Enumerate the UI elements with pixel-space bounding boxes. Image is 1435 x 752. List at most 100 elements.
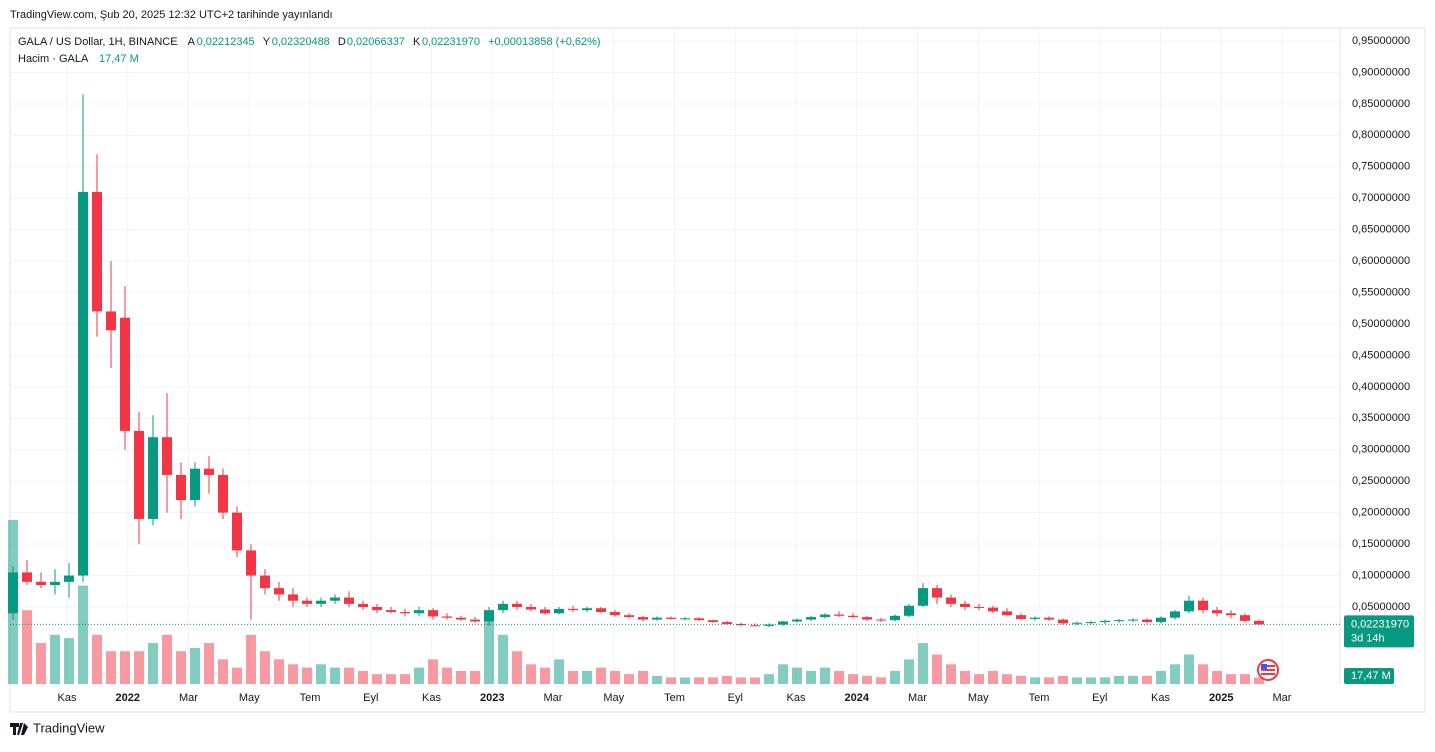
volume-bar [806,670,816,684]
candle-body [624,615,634,618]
volume-bar [1002,674,1012,684]
legend-key: K [413,36,421,48]
candle-body [106,311,116,331]
candle-body [92,191,102,312]
x-tick-label: Eyl [728,692,743,704]
volume-bar [316,664,326,684]
volume-bar [526,664,536,684]
y-tick-label: 0,30000000 [1352,444,1410,456]
y-tick-label: 0,90000000 [1352,66,1410,78]
volume-bar [582,670,592,684]
volume-bar [176,651,186,684]
candle-body [232,512,242,551]
volume-bar [820,667,830,684]
candle-body [778,621,788,625]
volume-bar [1184,654,1194,684]
y-tick-label: 0,35000000 [1352,412,1410,424]
volume-bar [848,674,858,684]
x-tick-label: 2023 [480,692,504,704]
x-tick-label: Eyl [1092,692,1107,704]
price-badge-label: 0,02231970 [1351,618,1409,630]
candle-body [414,610,424,614]
candle-body [834,614,844,616]
candle-body [302,600,312,604]
candle-body [386,610,396,613]
candle-body [498,603,508,611]
volume-bar [386,674,396,684]
brand-logo: TradingView [10,720,105,735]
x-tick-label: 2022 [116,692,140,704]
volume-bar [1142,675,1152,684]
candle-body [666,617,676,619]
brand-name: TradingView [33,720,105,735]
candle-body [190,468,200,501]
volume-bar [120,651,130,684]
volume-bar [372,674,382,684]
volume-bar [470,670,480,684]
volume-bar [246,634,256,684]
y-tick-label: 0,10000000 [1352,569,1410,581]
candle-body [932,588,942,598]
candle-body [316,600,326,604]
legend-value: 0,02212345 [197,36,255,48]
volume-bar [708,677,718,684]
volume-bar [988,670,998,684]
volume-bar [610,670,620,684]
candle-body [848,615,858,618]
volume-bar [36,643,46,684]
x-tick-label: 2025 [1209,692,1233,704]
candle-body [1254,620,1264,625]
candle-body [344,597,354,604]
y-tick-label: 0,60000000 [1352,255,1410,267]
candle-body [1142,619,1152,623]
volume-bar [596,667,606,684]
volume-bar [666,677,676,684]
candle-body [50,581,60,585]
candle-body [806,617,816,620]
volume-bar [512,651,522,684]
volume-badge [1344,668,1394,684]
volume-bar [190,647,200,684]
x-tick-label: Mar [1273,692,1292,704]
candle-body [176,474,186,501]
candle-body [582,608,592,611]
volume-bar [134,651,144,684]
y-tick-label: 0,05000000 [1352,601,1410,613]
x-tick-label: 2024 [845,692,870,704]
x-tick-label: Kas [787,692,806,704]
y-tick-label: 0,25000000 [1352,475,1410,487]
volume-bar [232,667,242,684]
candle-body [1002,611,1012,616]
flag-icon [1257,659,1279,681]
x-tick-label: Mar [544,692,563,704]
candle-body [540,609,550,614]
candle-body [36,581,46,585]
candle-body [204,468,214,475]
volume-bar [764,674,774,684]
volume-bar [414,667,424,684]
candle-body [120,317,130,431]
volume-bar [1030,677,1040,684]
y-tick-label: 0,75000000 [1352,161,1410,173]
grid [10,28,1340,684]
candle-body [652,617,662,620]
candle-body [1086,622,1096,624]
volume-bar [554,659,564,684]
volume-bar [1058,675,1068,684]
candle-body [1072,622,1082,624]
candle-body [1114,620,1124,622]
volume-bar [1170,664,1180,684]
volume-bar [918,643,928,684]
y-tick-label: 0,95000000 [1352,35,1410,47]
candle-body [946,597,956,604]
volume-bar [260,651,270,684]
candle-body [162,437,172,475]
candle-body [568,608,578,611]
y-tick-label: 0,50000000 [1352,318,1410,330]
legend-value: 0,02066337 [347,36,405,48]
candle-body [1240,615,1250,621]
candle-body [1044,617,1054,620]
volume-bar [862,675,872,684]
candle-body [820,614,830,618]
volume-bar [736,677,746,684]
